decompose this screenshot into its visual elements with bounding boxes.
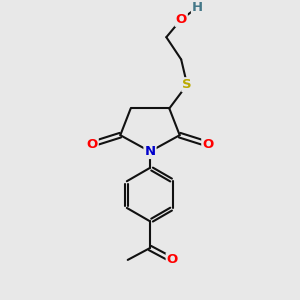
Text: S: S: [182, 78, 192, 91]
Text: O: O: [202, 138, 214, 151]
Text: O: O: [176, 13, 187, 26]
Text: O: O: [86, 138, 98, 151]
Text: H: H: [192, 1, 203, 14]
Text: N: N: [144, 145, 156, 158]
Text: O: O: [167, 254, 178, 266]
